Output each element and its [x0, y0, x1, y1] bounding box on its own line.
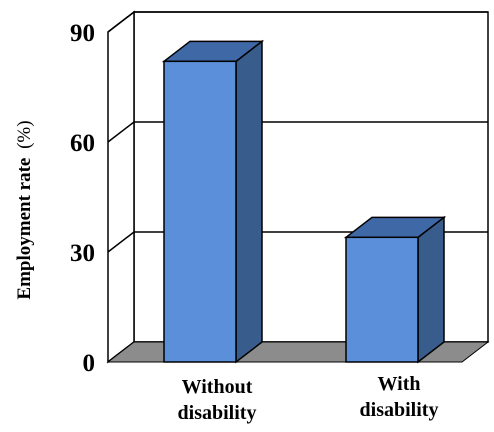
x-category-label-line: Without: [182, 376, 253, 398]
x-axis-labels: Without disability With disability: [178, 373, 439, 424]
bar: [161, 39, 265, 364]
y-tick-label: 60: [70, 130, 95, 157]
bar-front: [345, 236, 419, 363]
x-category-label-line: disability: [360, 399, 439, 421]
y-axis-title: Employment rate (%): [14, 120, 35, 299]
bar-side: [235, 39, 263, 364]
y-tick-label: 0: [83, 350, 96, 377]
gridline-depth: [107, 121, 135, 143]
gridline-depth: [107, 11, 135, 33]
x-category-label-line: With: [378, 373, 421, 395]
y-tick-label: 30: [70, 240, 95, 267]
bar: [343, 215, 447, 364]
y-axis-ticks: 0 30 60 90: [70, 20, 95, 377]
chart-bars: [161, 39, 447, 364]
bar-side: [417, 215, 445, 364]
bar-front: [163, 60, 237, 363]
x-category-label-line: disability: [178, 402, 257, 424]
y-axis-title-unit: (%): [14, 120, 35, 148]
x-category-label: Without disability: [178, 376, 257, 424]
y-axis-title-main: Employment rate: [14, 158, 35, 300]
y-tick-label: 90: [70, 20, 95, 47]
gridline-depth: [107, 231, 135, 253]
x-category-label: With disability: [360, 373, 439, 421]
side-wall: [107, 10, 135, 364]
